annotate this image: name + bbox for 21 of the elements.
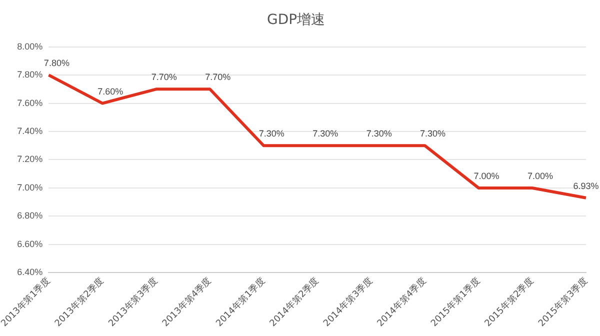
data-label: 7.30% bbox=[258, 128, 284, 139]
data-label: 7.00% bbox=[528, 170, 554, 181]
data-label: 7.00% bbox=[474, 170, 500, 181]
data-label: 7.30% bbox=[312, 128, 338, 139]
y-tick-label: 7.80% bbox=[17, 70, 43, 80]
chart-title: GDP增速 bbox=[266, 12, 326, 28]
y-tick-label: 6.80% bbox=[17, 210, 43, 221]
y-tick-label: 8.00% bbox=[17, 41, 43, 52]
data-label: 7.30% bbox=[420, 128, 446, 139]
data-label: 7.70% bbox=[151, 72, 177, 82]
y-tick-label: 7.40% bbox=[17, 126, 43, 136]
y-tick-label: 7.20% bbox=[17, 154, 43, 164]
data-label: 7.30% bbox=[366, 128, 392, 139]
data-label: 7.60% bbox=[98, 86, 124, 96]
y-tick-label: 7.00% bbox=[17, 182, 43, 192]
data-label: 7.80% bbox=[44, 58, 70, 68]
y-tick-label: 6.40% bbox=[17, 267, 43, 278]
data-label: 7.70% bbox=[205, 72, 231, 82]
y-tick-label: 6.60% bbox=[17, 238, 43, 249]
data-label: 6.93% bbox=[573, 180, 599, 191]
y-tick-label: 7.60% bbox=[17, 98, 43, 108]
